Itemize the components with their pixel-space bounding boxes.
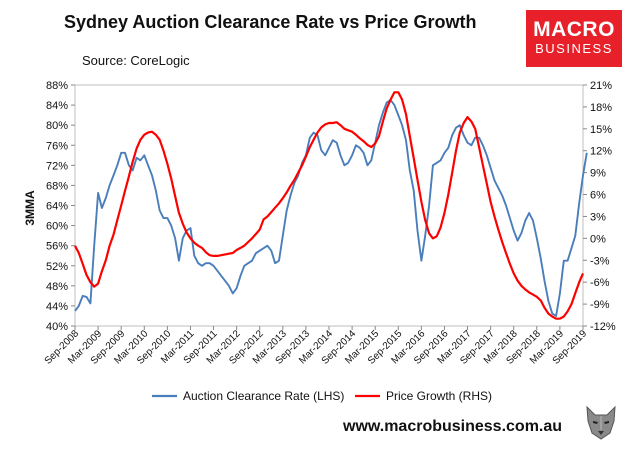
logo-line1: MACRO <box>533 18 615 41</box>
macrobusiness-logo: MACRO BUSINESS <box>526 10 622 67</box>
series-line-clearance-rate <box>74 99 588 317</box>
y-left-tick-label: 52% <box>46 261 68 273</box>
y-left-tick-label: 60% <box>46 221 68 233</box>
footer-url: www.macrobusiness.com.au <box>343 418 563 435</box>
y-left-tick-label: 48% <box>46 281 68 293</box>
y-left-tick-label: 68% <box>46 180 68 192</box>
y-right-tick-label: 0% <box>590 233 606 245</box>
y-left-tick-label: 72% <box>46 160 68 172</box>
logo-line2: BUSINESS <box>535 41 613 56</box>
y-right-tick-label: 3% <box>590 211 606 223</box>
wolf-icon <box>586 405 616 440</box>
y-right-tick-label: 21% <box>590 80 612 92</box>
y-right-tick-label: -3% <box>590 255 610 267</box>
y-left-tick-label: 56% <box>46 241 68 253</box>
y-right-tick-label: 12% <box>590 146 612 158</box>
series-line-price-growth <box>74 91 585 320</box>
y-right-tick-label: 6% <box>590 190 606 202</box>
y-axis-label: 3MMA <box>23 190 37 226</box>
y-right-tick-label: -9% <box>590 299 610 311</box>
chart-title: Sydney Auction Clearance Rate vs Price G… <box>64 12 477 32</box>
y-left-tick-label: 44% <box>46 301 68 313</box>
legend-label-clearance-rate: Auction Clearance Rate (LHS) <box>183 389 344 403</box>
y-right-tick-label: 15% <box>590 124 612 136</box>
y-left-tick-label: 88% <box>46 80 68 92</box>
y-right-tick-label: 9% <box>590 168 606 180</box>
chart-source: Source: CoreLogic <box>82 53 190 68</box>
y-right-tick-label: 18% <box>590 102 612 114</box>
legend-label-price-growth: Price Growth (RHS) <box>386 389 492 403</box>
y-left-tick-label: 76% <box>46 140 68 152</box>
y-left-tick-label: 64% <box>46 201 68 213</box>
y-right-tick-label: -6% <box>590 277 610 289</box>
y-left-tick-label: 40% <box>46 321 68 333</box>
y-right-tick-label: -12% <box>590 321 616 333</box>
y-left-tick-label: 80% <box>46 120 68 132</box>
y-left-tick-label: 84% <box>46 100 68 112</box>
